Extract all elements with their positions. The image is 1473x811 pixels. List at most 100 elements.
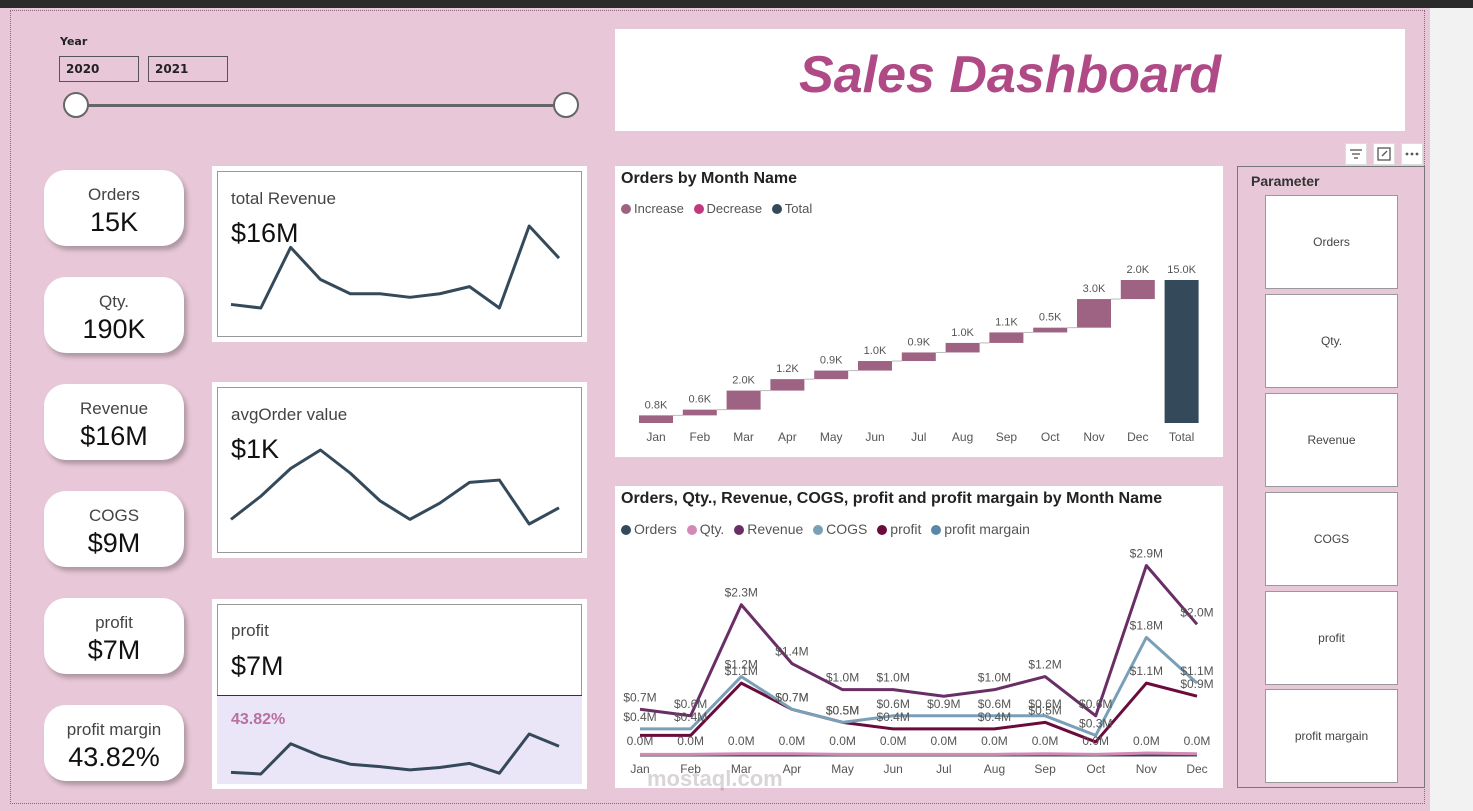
- legend-item[interactable]: Qty.: [686, 521, 725, 537]
- card-total-revenue[interactable]: total Revenue $16M: [212, 166, 587, 342]
- parameter-option-profit-margin[interactable]: profit margain: [1265, 689, 1398, 783]
- parameter-option-cogs[interactable]: COGS: [1265, 492, 1398, 586]
- kpi-qty[interactable]: Qty. 190K: [44, 277, 184, 353]
- line-data-label: $2.3M: [725, 586, 758, 600]
- chart-title: Orders by Month Name: [621, 170, 798, 187]
- line-series: [640, 681, 1198, 744]
- x-tick-label: Jul: [936, 762, 951, 776]
- legend-item[interactable]: Orders: [621, 521, 677, 537]
- legend-dot: [693, 204, 704, 214]
- year-slider-track[interactable]: [76, 104, 566, 107]
- card-avg-order-value[interactable]: avgOrder value $1K: [212, 382, 587, 558]
- waterfall-data-label: 2.0K: [732, 375, 755, 387]
- x-tick-label: Jun: [884, 762, 903, 776]
- legend-label: Qty.: [699, 521, 725, 537]
- line-data-label: $2.0M: [1180, 605, 1213, 619]
- card-sparkline: [230, 448, 560, 526]
- kpi-label: Qty.: [99, 292, 129, 311]
- line-data-label: 0.0M: [981, 734, 1008, 748]
- parameter-option-qty[interactable]: Qty.: [1265, 294, 1398, 388]
- kpi-revenue[interactable]: Revenue $16M: [44, 384, 184, 460]
- waterfall-bar: [1120, 280, 1155, 300]
- legend-item[interactable]: Revenue: [734, 521, 803, 537]
- x-tick-label: Jan: [646, 430, 665, 444]
- filter-icon[interactable]: [1345, 143, 1367, 165]
- kpi-value: $9M: [87, 528, 141, 558]
- line-data-label: $0.5M: [1028, 703, 1061, 717]
- waterfall-data-label: 1.1K: [995, 316, 1018, 328]
- legend-label: Revenue: [747, 521, 804, 537]
- line-data-label: 0.0M: [880, 734, 907, 748]
- waterfall-data-label: 0.9K: [820, 355, 843, 367]
- legend-item[interactable]: profit margain: [931, 521, 1030, 537]
- legend-item[interactable]: Decrease: [693, 201, 763, 216]
- card-sparkline: [230, 224, 561, 310]
- waterfall-data-label: 1.2K: [776, 363, 799, 375]
- metrics-by-month-chart[interactable]: Orders, Qty., Revenue, COGS, profit and …: [615, 486, 1223, 791]
- kpi-cogs[interactable]: COGS $9M: [44, 491, 184, 567]
- waterfall-bar: [1033, 327, 1068, 333]
- card-frame: [217, 387, 582, 553]
- year-from-input[interactable]: 2020: [59, 56, 139, 82]
- x-tick-label: Dec: [1186, 762, 1207, 776]
- legend-item[interactable]: Total: [771, 201, 812, 216]
- x-tick-label: Aug: [984, 762, 1005, 776]
- card-title: profit: [231, 621, 269, 640]
- line-data-label: 0.0M: [1032, 734, 1059, 748]
- x-tick-label: Sep: [996, 430, 1018, 444]
- card-value: $1K: [231, 434, 280, 464]
- line-data-label: $1.1M: [725, 664, 758, 678]
- line-data-label: 0.0M: [930, 734, 957, 748]
- focus-mode-icon[interactable]: [1373, 143, 1395, 165]
- line-data-label: $2.9M: [1130, 547, 1163, 561]
- year-to-input[interactable]: 2021: [148, 56, 228, 82]
- legend-label: profit margain: [944, 521, 1030, 537]
- year-slicer-label: Year: [60, 35, 88, 48]
- kpi-profit[interactable]: profit $7M: [44, 598, 184, 674]
- card-frame: [217, 171, 582, 337]
- legend-item[interactable]: Increase: [621, 201, 684, 216]
- legend-item[interactable]: profit: [877, 521, 921, 537]
- more-options-icon[interactable]: [1401, 143, 1423, 165]
- kpi-value: 190K: [82, 314, 146, 344]
- kpi-profit-margin[interactable]: profit margin 43.82%: [44, 705, 184, 781]
- year-slider-start-handle[interactable]: [63, 92, 89, 118]
- waterfall-bar: [682, 409, 717, 416]
- year-slider-end-handle[interactable]: [553, 92, 579, 118]
- line-data-label: $1.2M: [1028, 658, 1061, 672]
- card-title: total Revenue: [231, 189, 336, 208]
- line-data-label: 0.0M: [829, 734, 856, 748]
- waterfall-bar: [770, 379, 805, 391]
- card-profit[interactable]: profit $7M 43.82%: [212, 599, 587, 789]
- x-tick-label: Aug: [952, 430, 973, 444]
- line-data-label: $0.6M: [877, 697, 910, 711]
- kpi-label: Revenue: [79, 399, 149, 418]
- waterfall-bar: [1164, 280, 1199, 423]
- parameter-option-orders[interactable]: Orders: [1265, 195, 1398, 289]
- legend-dot: [877, 525, 888, 535]
- legend-dot: [734, 525, 745, 535]
- kpi-value: $16M: [80, 421, 148, 451]
- legend-item[interactable]: COGS: [813, 521, 867, 537]
- waterfall-bar: [989, 332, 1024, 343]
- orders-by-month-chart[interactable]: Orders by Month Name Increase Decrease T…: [615, 166, 1223, 457]
- chart-legend: Increase Decrease Total: [621, 201, 818, 216]
- parameter-option-profit[interactable]: profit: [1265, 591, 1398, 685]
- waterfall-bar: [1077, 299, 1111, 328]
- legend-dot: [813, 525, 824, 535]
- line-data-label: 0.0M: [1184, 734, 1211, 748]
- sparkline-series: [230, 732, 560, 776]
- kpi-value: $7M: [87, 635, 141, 665]
- x-tick-label: May: [831, 762, 854, 776]
- line-data-label: $0.7M: [775, 690, 808, 704]
- line-data-label: $0.7M: [623, 690, 656, 704]
- legend-label: Decrease: [706, 201, 763, 216]
- waterfall-bar: [814, 370, 849, 380]
- kpi-orders[interactable]: Orders 15K: [44, 170, 184, 246]
- legend-label: Increase: [634, 201, 684, 216]
- x-tick-label: Sep: [1034, 762, 1056, 776]
- card-value: $7M: [231, 651, 284, 681]
- line-series: [640, 635, 1199, 737]
- line-series: [639, 564, 1199, 718]
- parameter-option-revenue[interactable]: Revenue: [1265, 393, 1398, 487]
